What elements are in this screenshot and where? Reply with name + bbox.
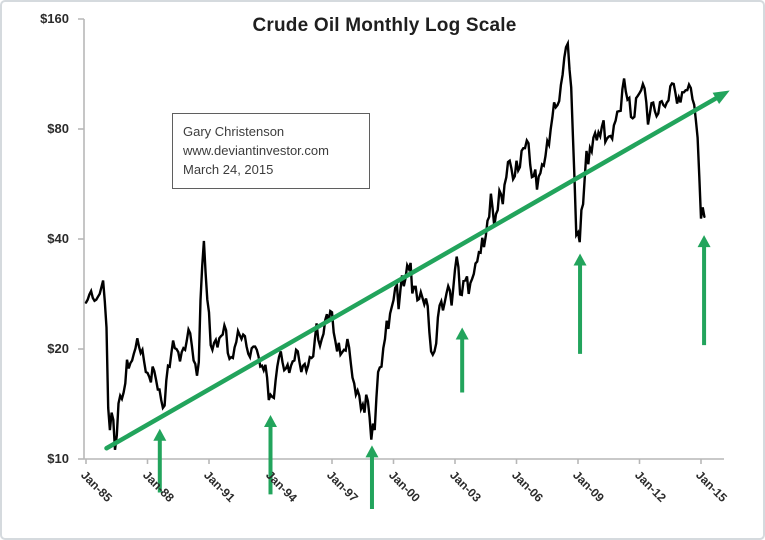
y-axis-label: $80	[47, 121, 69, 136]
event-arrow-up-icon	[153, 428, 167, 441]
event-arrow-up-icon	[697, 235, 711, 248]
event-arrow-up-icon	[573, 253, 587, 266]
event-arrow-up-icon	[455, 327, 469, 340]
annotation-date: March 24, 2015	[183, 162, 274, 177]
annotation-website: www.deviantinvestor.com	[183, 143, 329, 158]
y-axis-label: $160	[40, 11, 69, 26]
chart-title: Crude Oil Monthly Log Scale	[252, 15, 517, 36]
annotation-box: Gary Christenson www.deviantinvestor.com…	[172, 113, 370, 189]
annotation-author: Gary Christenson	[183, 124, 285, 139]
trend-line	[104, 93, 724, 451]
y-axis-label: $40	[47, 231, 69, 246]
price-line	[84, 39, 706, 450]
event-arrow-up-icon	[365, 445, 379, 458]
y-axis-label: $20	[47, 341, 69, 356]
event-arrow-up-icon	[264, 414, 277, 427]
trend-arrowhead-icon	[712, 90, 730, 104]
y-axis-label: $10	[47, 451, 69, 466]
